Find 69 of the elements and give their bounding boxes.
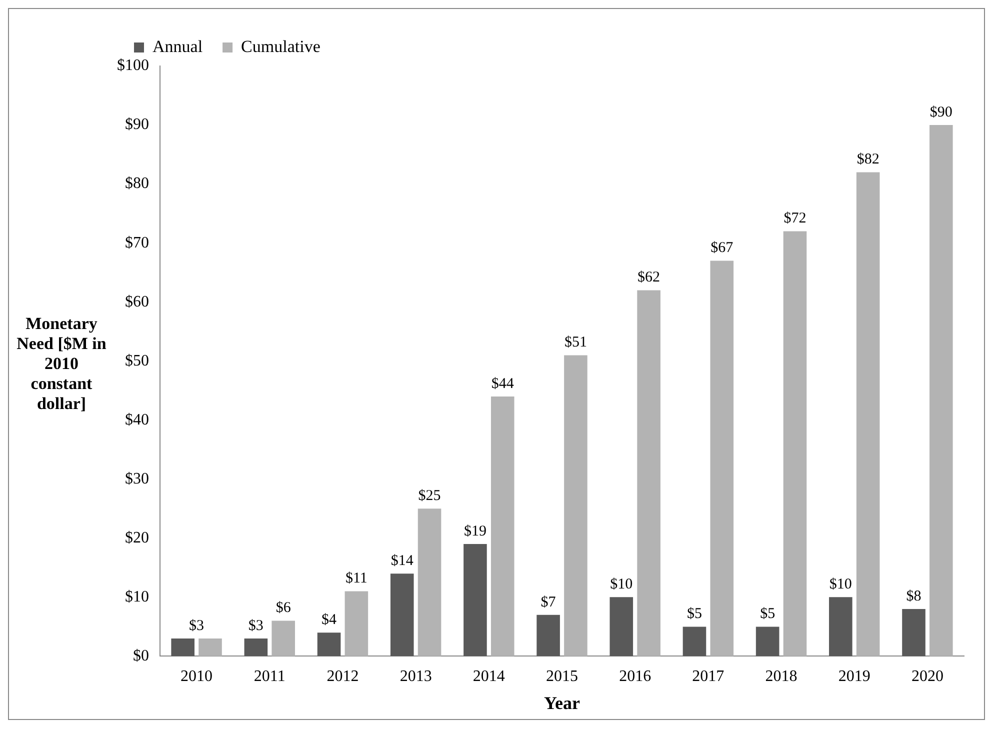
bar [930, 125, 953, 656]
bar [710, 260, 734, 656]
data-label: $82 [856, 152, 880, 168]
bar [856, 172, 880, 656]
data-label: $14 [390, 553, 414, 570]
x-tick-label: 2012 [326, 668, 359, 686]
x-tick-label: 2015 [546, 668, 578, 686]
bar [682, 626, 706, 656]
bar [564, 355, 588, 656]
x-tick-label: 2016 [619, 668, 652, 686]
data-label: $7 [540, 594, 556, 610]
data-label: $5 [686, 606, 702, 622]
data-label: $10 [829, 576, 852, 593]
y-tick-label: $80 [125, 175, 149, 192]
data-label: $3 [248, 618, 264, 634]
y-tick-label: $50 [125, 352, 149, 370]
data-label: $19 [464, 524, 486, 540]
data-label: $10 [610, 576, 633, 593]
data-label: $5 [760, 606, 776, 622]
x-tick-label: 2018 [765, 668, 798, 686]
data-label: $25 [418, 488, 441, 504]
bar [756, 626, 780, 656]
x-tick-label: 2013 [400, 668, 432, 686]
data-label: $4 [322, 612, 338, 628]
bar [390, 574, 414, 656]
bar [344, 591, 368, 656]
x-tick-label: 2010 [180, 668, 213, 686]
bar [783, 231, 807, 656]
bar [418, 508, 442, 656]
y-tick-label: $70 [125, 234, 149, 252]
bar [536, 614, 560, 656]
bar [610, 597, 634, 656]
y-tick-label: $30 [125, 470, 149, 488]
x-tick-label: 2020 [911, 668, 944, 686]
bar [317, 632, 341, 656]
y-tick-label: $40 [125, 411, 149, 428]
y-tick-label: $100 [117, 57, 149, 74]
data-label: $90 [930, 104, 952, 120]
bar [272, 620, 295, 656]
x-axis-title: Year [544, 692, 580, 713]
x-tick-label: 2011 [254, 668, 286, 686]
bar [198, 638, 222, 656]
y-tick-label: $60 [125, 293, 149, 310]
y-tick-label: $10 [125, 588, 149, 606]
data-label: $62 [638, 270, 660, 286]
x-tick-label: 2017 [692, 668, 724, 686]
bar [829, 597, 852, 656]
data-label: $51 [564, 334, 587, 351]
data-label: $3 [189, 618, 204, 634]
x-tick-label: 2019 [838, 668, 870, 686]
bar [637, 290, 660, 656]
data-label: $11 [345, 570, 368, 587]
legend-label: Cumulative [241, 36, 320, 56]
y-axis-title: Monetary Need [$M in 2010 constant dollar] [16, 314, 108, 414]
bar [490, 396, 514, 656]
data-label: $67 [710, 240, 734, 256]
y-tick-label: $0 [133, 647, 149, 664]
legend-label: Annual [152, 36, 203, 56]
data-label: $72 [784, 210, 806, 227]
bar [244, 638, 268, 656]
data-label: $6 [276, 600, 292, 616]
bar [171, 638, 194, 656]
y-tick-label: $90 [125, 116, 149, 134]
bar [902, 608, 926, 656]
data-label: $8 [906, 588, 922, 604]
y-tick-label: $20 [125, 529, 149, 546]
bar [464, 544, 487, 656]
x-tick-label: 2014 [472, 668, 505, 686]
data-label: $44 [491, 376, 514, 392]
